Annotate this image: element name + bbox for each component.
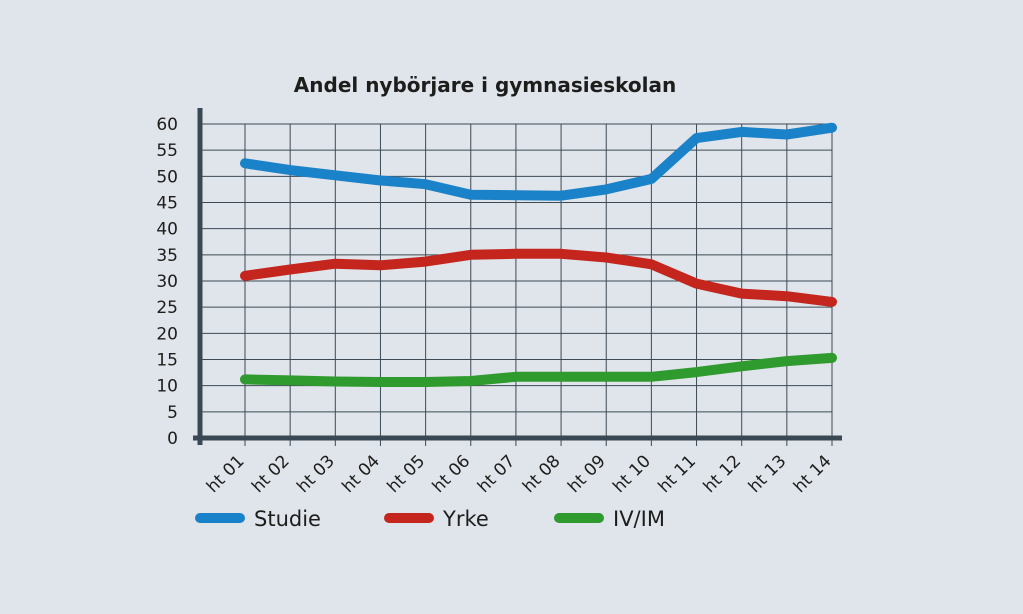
y-tick-label: 40: [156, 220, 178, 240]
series-lines: [240, 122, 837, 387]
y-tick-label: 30: [156, 272, 178, 292]
y-tick-label: 5: [167, 403, 178, 423]
y-tick-label: 0: [167, 429, 178, 449]
y-tick-label: 15: [156, 351, 178, 371]
x-tick-label: ht 10: [609, 451, 655, 497]
legend: Studie Yrke IV/IM: [195, 507, 665, 531]
x-tick-label: ht 07: [474, 451, 520, 497]
x-tick-label: ht 02: [248, 451, 294, 497]
y-tick-label: 25: [156, 298, 178, 318]
series-line-studie: [240, 122, 837, 201]
x-axis-ticks: ht 01 ht 02 ht 03 ht 04 ht 05 ht 06 ht 07 ht 08…: [203, 451, 836, 497]
x-tick-label: ht 05: [384, 451, 430, 497]
legend-label-studie: Studie: [254, 507, 321, 531]
legend-label-yrke: Yrke: [442, 507, 489, 531]
grid: [200, 123, 833, 446]
x-tick-label: ht 09: [564, 451, 610, 497]
x-tick-label: ht 11: [654, 451, 700, 497]
x-tick-label: ht 03: [293, 451, 339, 497]
x-tick-label: ht 13: [745, 451, 791, 497]
y-tick-label: 50: [156, 167, 178, 187]
x-tick-label: ht 12: [700, 451, 746, 497]
y-tick-label: 45: [156, 194, 178, 214]
y-axis-ticks: 0 5 10 15 20 25 30 35 40 45 50 55 60: [156, 115, 178, 449]
y-tick-label: 10: [156, 377, 178, 397]
series-line-yrke: [240, 248, 837, 307]
x-tick-label: ht 04: [338, 451, 384, 497]
x-tick-label: ht 14: [790, 451, 836, 497]
y-tick-label: 60: [156, 115, 178, 135]
x-tick-label: ht 08: [519, 451, 565, 497]
legend-label-iv-im: IV/IM: [613, 507, 665, 531]
x-tick-label: ht 01: [203, 451, 249, 497]
axes: [193, 108, 842, 445]
y-tick-label: 35: [156, 246, 178, 266]
y-tick-label: 20: [156, 324, 178, 344]
x-tick-label: ht 06: [429, 451, 475, 497]
chart-title: Andel nybörjare i gymnasieskolan: [294, 73, 676, 97]
series-line-iv-im: [240, 352, 837, 387]
y-tick-label: 55: [156, 141, 178, 161]
